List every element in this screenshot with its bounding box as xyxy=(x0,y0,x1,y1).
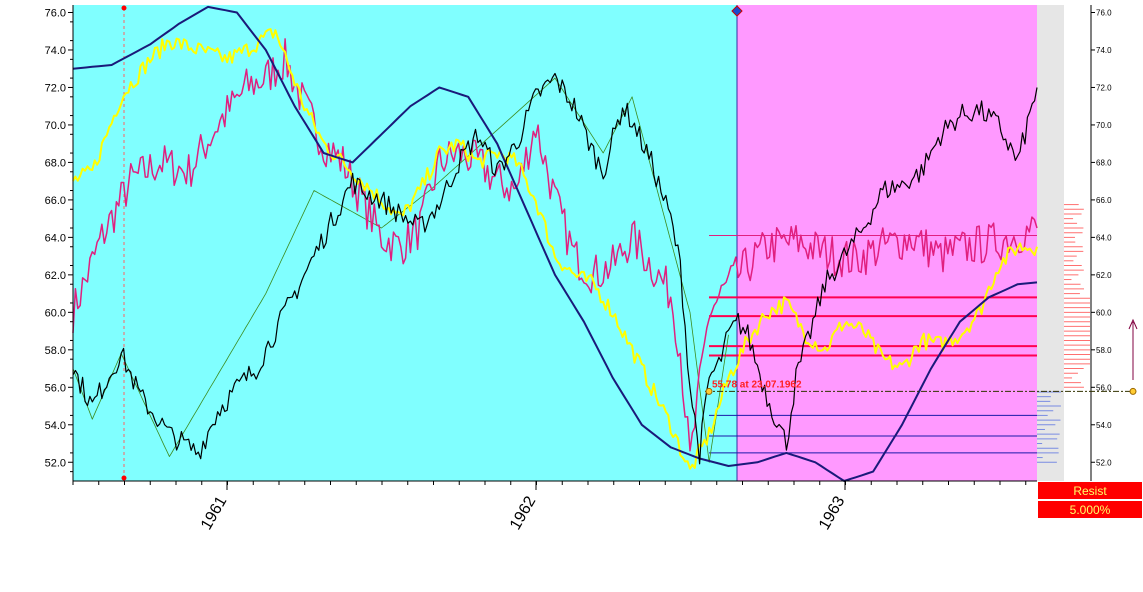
current-level-dot-right xyxy=(1129,387,1137,395)
resist-arrow-icon xyxy=(1128,318,1138,330)
y-tick-label: 58.0 xyxy=(45,345,66,357)
y-tick-label-right: 66.0 xyxy=(1096,196,1112,205)
yellow-series-line xyxy=(72,28,1038,470)
y-tick-label-right: 62.0 xyxy=(1096,271,1112,280)
y-ticks-right: 52.0 54.0 56.0 58.0 60.0 62.0 64.0 66.0 68.0 70.0… xyxy=(1091,8,1112,467)
y-tick-label-right: 72.0 xyxy=(1096,83,1112,92)
y-tick-label-right: 56.0 xyxy=(1096,383,1112,392)
resist-percent: 5.000% xyxy=(1069,502,1111,517)
right-gray-band xyxy=(1037,5,1064,481)
y-tick-label: 66.0 xyxy=(45,195,66,207)
x-tick-label: 1963 xyxy=(816,493,849,532)
navy-series-line xyxy=(72,5,1038,482)
y-tick-label: 74.0 xyxy=(45,45,66,57)
histogram-layer xyxy=(1037,204,1090,463)
current-level-dot-left xyxy=(705,387,713,395)
y-tick-label-right: 74.0 xyxy=(1096,46,1112,55)
resist-percent-box: 5.000% xyxy=(1038,501,1142,518)
magenta-series-line xyxy=(72,38,1038,452)
y-tick-label: 54.0 xyxy=(45,420,66,432)
series-layer xyxy=(72,5,1038,482)
y-tick-label: 56.0 xyxy=(45,382,66,394)
y-tick-label-right: 60.0 xyxy=(1096,308,1112,317)
y-tick-label: 76.0 xyxy=(45,7,66,19)
resist-label: Resist xyxy=(1073,483,1107,498)
y-tick-label: 70.0 xyxy=(45,120,66,132)
y-tick-label-right: 52.0 xyxy=(1096,458,1112,467)
x-ticks: 1961 1962 1963 xyxy=(72,481,1027,533)
y-tick-label: 72.0 xyxy=(45,82,66,94)
start-marker-bottom xyxy=(121,475,127,481)
y-tick-label: 62.0 xyxy=(45,270,66,282)
y-tick-label-right: 68.0 xyxy=(1096,158,1112,167)
y-ticks-left: 52.0 54.0 56.0 58.0 60.0 62.0 64.0 66.0 68.0 70.0… xyxy=(45,7,73,473)
value-annotation: 55.78 at 23.07.1962 xyxy=(712,379,802,390)
y-tick-label-right: 58.0 xyxy=(1096,346,1112,355)
x-tick-label: 1961 xyxy=(198,493,231,532)
x-tick-label: 1962 xyxy=(507,493,540,532)
forecast-diamond-marker xyxy=(731,5,743,17)
price-series-line xyxy=(72,72,1038,465)
y-tick-label-right: 70.0 xyxy=(1096,121,1112,130)
y-tick-label: 60.0 xyxy=(45,307,66,319)
y-tick-label: 52.0 xyxy=(45,457,66,469)
resist-label-box: Resist xyxy=(1038,482,1142,499)
start-marker-top xyxy=(121,5,127,11)
y-tick-label-right: 54.0 xyxy=(1096,421,1112,430)
y-tick-label-right: 76.0 xyxy=(1096,8,1112,17)
y-tick-label: 64.0 xyxy=(45,232,66,244)
history-background xyxy=(73,5,737,481)
y-tick-label: 68.0 xyxy=(45,157,66,169)
y-tick-label-right: 64.0 xyxy=(1096,233,1112,242)
